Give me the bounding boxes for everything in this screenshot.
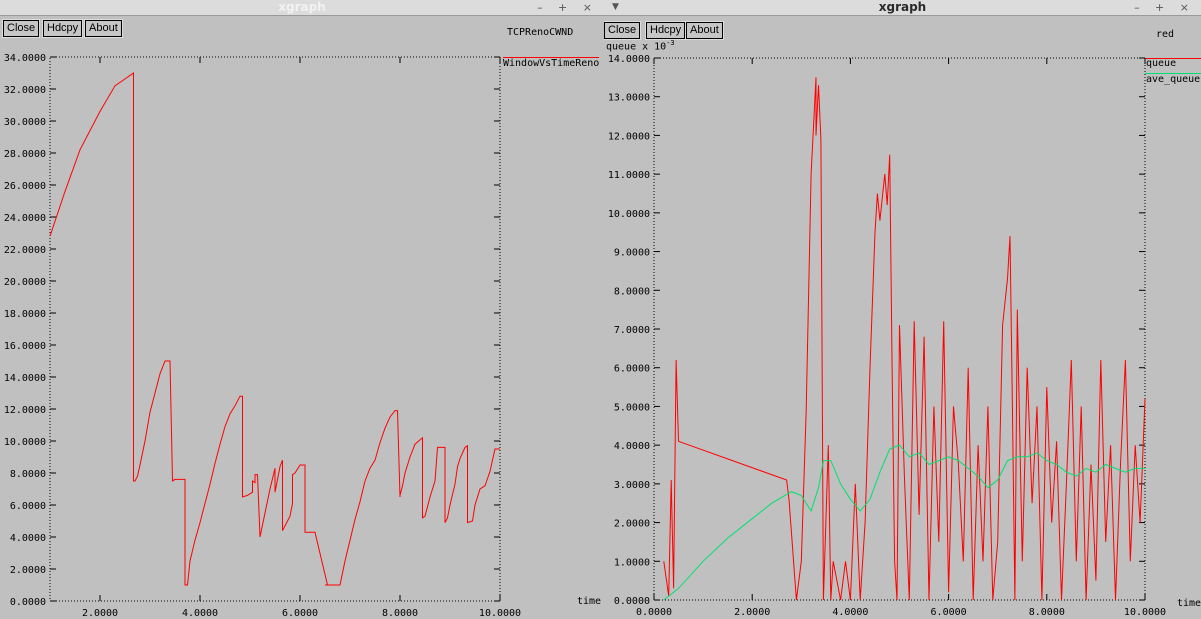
x-tick-label: 2.0000 xyxy=(734,607,770,618)
y-tick-label: 10.0000 xyxy=(608,209,650,220)
close-button[interactable]: Close xyxy=(604,21,642,40)
x-tick-label: 2.0000 xyxy=(82,608,118,619)
y-tick-label: 18.0000 xyxy=(4,309,46,320)
graph-title: TCPRenoCWND xyxy=(507,27,574,38)
y-tick-label: 0.0000 xyxy=(10,597,46,608)
red-queue-plot: 0.0000 1.0000 2.0000 3.0000 4.0000 5.0000 6.00… xyxy=(608,54,1166,618)
window-title: xgraph xyxy=(278,0,326,14)
legend-label-ave-queue: ave_queue xyxy=(1146,74,1201,85)
y-tick-label: 16.0000 xyxy=(4,341,46,352)
close-button[interactable]: Close xyxy=(1,19,41,38)
y-tick-label: 8.0000 xyxy=(614,286,650,297)
window-controls[interactable]: – + × xyxy=(1134,1,1195,14)
hdcpy-button[interactable]: Hdcpy xyxy=(41,19,84,38)
y-tick-label: 6.0000 xyxy=(10,501,46,512)
x-tick-label: 6.0000 xyxy=(282,608,318,619)
series-line-ave-queue xyxy=(663,444,1145,601)
y-tick-label: 10.0000 xyxy=(4,437,46,448)
y-axis-unit-label: queue x 10-3 xyxy=(606,39,675,53)
x-tick-label: 0.0000 xyxy=(636,607,672,618)
y-tick-label: 28.0000 xyxy=(4,149,46,160)
window-menu-icon[interactable]: ▼ xyxy=(612,2,619,12)
y-tick-label: 6.0000 xyxy=(614,364,650,375)
hdcpy-button[interactable]: Hdcpy xyxy=(644,21,687,40)
y-tick-label: 4.0000 xyxy=(614,441,650,452)
y-tick-label: 22.0000 xyxy=(4,245,46,256)
y-tick-label: 26.0000 xyxy=(4,181,46,192)
y-tick-label: 30.0000 xyxy=(4,117,46,128)
y-tick-label: 7.0000 xyxy=(614,325,650,336)
y-tick-label: 14.0000 xyxy=(4,373,46,384)
legend-label-windowvstimereno: WindowVsTimeReno xyxy=(503,58,600,69)
about-button[interactable]: About xyxy=(685,21,724,40)
y-tick-label: 5.0000 xyxy=(614,402,650,413)
legend-line-windowvstimereno xyxy=(503,57,599,58)
y-tick-label: 12.0000 xyxy=(4,405,46,416)
y-tick-label: 13.0000 xyxy=(608,93,650,104)
y-tick-label: 32.0000 xyxy=(4,85,46,96)
title-bar[interactable]: xgraph – + × xyxy=(0,0,604,16)
x-tick-label: 8.0000 xyxy=(382,608,418,619)
y-tick-label: 4.0000 xyxy=(10,533,46,544)
about-button[interactable]: About xyxy=(84,19,123,38)
y-tick-label: 0.0000 xyxy=(614,596,650,607)
y-tick-label: 20.0000 xyxy=(4,277,46,288)
x-tick-label: 6.0000 xyxy=(931,607,967,618)
x-axis-unit-label: time xyxy=(577,596,602,607)
xgraph-window-cwnd: xgraph – + × Close Hdcpy About TCPRenoCW… xyxy=(0,0,604,619)
x-tick-label: 10.0000 xyxy=(1124,607,1166,618)
legend-line-ave-queue xyxy=(1145,73,1201,74)
title-bar[interactable]: ▼ xgraph – + × xyxy=(604,0,1201,16)
legend-line-queue xyxy=(1145,58,1201,59)
y-tick-label: 8.0000 xyxy=(10,469,46,480)
cwnd-plot: 0.0000 2.0000 4.0000 6.0000 8.0000 10.0000 12.… xyxy=(4,53,521,619)
y-tick-label: 24.0000 xyxy=(4,213,46,224)
y-tick-label: 14.0000 xyxy=(608,54,650,65)
xgraph-window-red: ▼ xgraph – + × Close Hdcpy About red que… xyxy=(604,0,1201,619)
y-tick-label: 1.0000 xyxy=(614,557,650,568)
y-tick-label: 2.0000 xyxy=(614,519,650,530)
x-tick-label: 4.0000 xyxy=(182,608,218,619)
x-axis-unit-label: time xyxy=(1177,598,1201,609)
y-tick-label: 11.0000 xyxy=(608,170,650,181)
x-tick-label: 8.0000 xyxy=(1029,607,1065,618)
y-tick-label: 12.0000 xyxy=(608,131,650,142)
plot-frame xyxy=(49,56,501,602)
graph-title: red xyxy=(1156,29,1175,40)
window-title: xgraph xyxy=(878,0,927,14)
window-controls[interactable]: – + × xyxy=(537,1,598,14)
y-tick-label: 2.0000 xyxy=(10,565,46,576)
y-tick-label: 9.0000 xyxy=(614,248,650,259)
y-tick-label: 3.0000 xyxy=(614,480,650,491)
series-line-windowvstimereno xyxy=(49,72,500,586)
legend-label-queue: queue xyxy=(1146,58,1177,69)
series-line-queue xyxy=(663,77,1146,601)
x-tick-label: 10.0000 xyxy=(479,608,521,619)
x-tick-label: 4.0000 xyxy=(832,607,868,618)
y-tick-label: 34.0000 xyxy=(4,53,46,64)
